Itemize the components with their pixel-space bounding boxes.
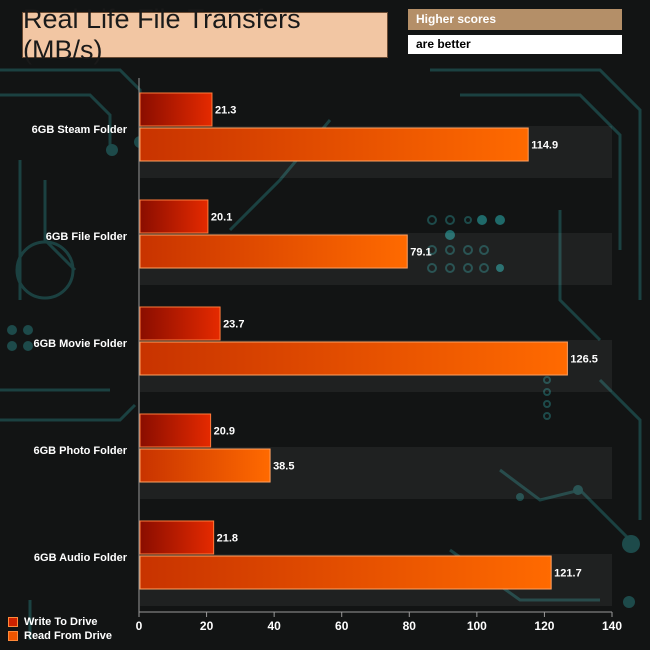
- value-label-write: 21.8: [217, 533, 238, 545]
- category-label: 6GB Photo Folder: [34, 445, 128, 457]
- category-label: 6GB Steam Folder: [32, 124, 128, 136]
- x-tick-label: 140: [602, 619, 622, 633]
- legend-item-write: Write To Drive: [8, 615, 112, 629]
- x-tick-label: 0: [136, 619, 143, 633]
- value-label-write: 20.1: [211, 212, 232, 224]
- category-label: 6GB Movie Folder: [33, 338, 127, 350]
- x-tick-label: 80: [403, 619, 417, 633]
- x-tick-label: 100: [467, 619, 487, 633]
- value-label-read: 114.9: [531, 140, 558, 152]
- legend-item-read: Read From Drive: [8, 629, 112, 643]
- category-label: 6GB Audio Folder: [34, 552, 128, 564]
- bar-read: [139, 234, 408, 269]
- legend-swatch-write: [8, 617, 18, 627]
- bar-write: [139, 92, 213, 127]
- bar-write: [139, 413, 212, 448]
- value-label-write: 20.9: [214, 426, 235, 438]
- value-label-read: 38.5: [273, 461, 294, 473]
- chart-legend: Write To Drive Read From Drive: [8, 615, 112, 643]
- bar-write: [139, 520, 215, 555]
- x-tick-label: 120: [534, 619, 554, 633]
- bar-read: [139, 448, 271, 483]
- bar-read: [139, 555, 552, 590]
- bar-read: [139, 341, 568, 376]
- legend-swatch-read: [8, 631, 18, 641]
- are-better-note: are better: [408, 35, 622, 54]
- legend-label-read: Read From Drive: [24, 630, 113, 642]
- value-label-write: 21.3: [215, 105, 236, 117]
- x-tick-label: 60: [335, 619, 349, 633]
- x-tick-label: 40: [267, 619, 281, 633]
- x-tick-label: 20: [200, 619, 214, 633]
- value-label-write: 23.7: [223, 319, 244, 331]
- bar-write: [139, 306, 221, 341]
- value-label-read: 79.1: [410, 247, 431, 259]
- bar-read: [139, 127, 529, 162]
- bar-write: [139, 199, 209, 234]
- value-label-read: 121.7: [554, 568, 582, 580]
- higher-scores-note: Higher scores: [408, 9, 622, 30]
- value-label-read: 126.5: [570, 354, 598, 366]
- category-label: 6GB File Folder: [46, 231, 128, 243]
- legend-label-write: Write To Drive: [24, 616, 98, 628]
